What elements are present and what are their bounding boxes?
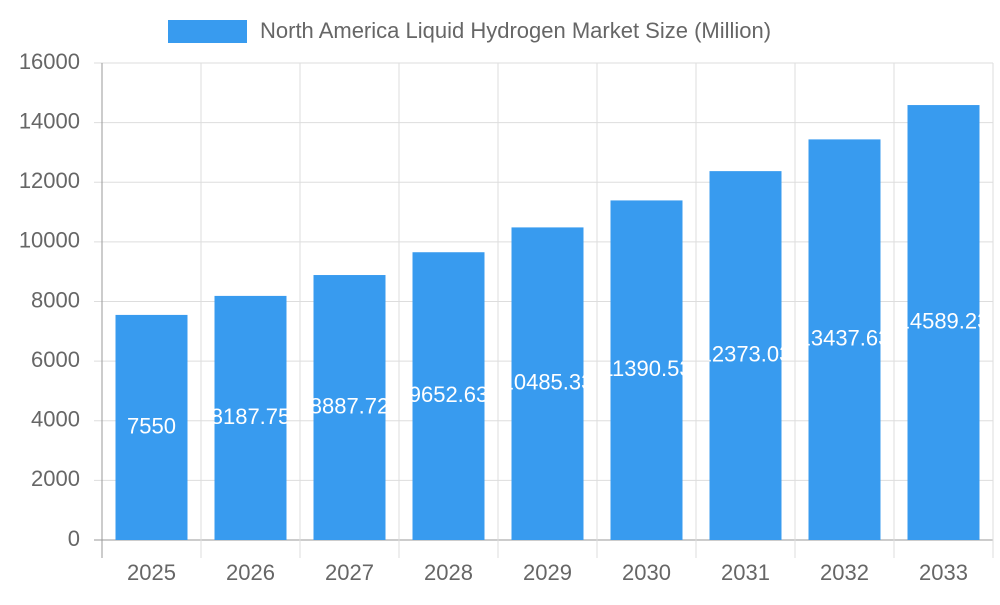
value-label: 12373.03	[700, 341, 792, 366]
bar	[214, 295, 287, 540]
x-tick-label: 2026	[226, 560, 275, 585]
y-tick-label: 14000	[19, 108, 80, 133]
value-label: 11390.53	[601, 356, 691, 381]
x-tick-label: 2032	[820, 560, 869, 585]
x-tick-label: 2029	[523, 560, 572, 585]
value-label: 9652.63	[409, 382, 489, 407]
value-label: 10485.33	[502, 370, 594, 395]
bar	[907, 105, 980, 540]
legend-swatch	[168, 20, 247, 43]
y-tick-label: 4000	[31, 407, 80, 432]
y-tick-label: 6000	[31, 347, 80, 372]
x-tick-label: 2027	[325, 560, 374, 585]
value-label: 14589.23	[898, 308, 990, 333]
y-tick-label: 0	[68, 526, 80, 551]
bar	[709, 171, 782, 541]
bar	[511, 227, 584, 540]
bar	[808, 139, 881, 540]
bar	[610, 200, 683, 540]
bar	[313, 275, 386, 540]
x-tick-label: 2031	[721, 560, 770, 585]
x-tick-label: 2030	[622, 560, 671, 585]
y-tick-label: 10000	[19, 228, 80, 253]
y-tick-label: 2000	[31, 466, 80, 491]
x-tick-label: 2028	[424, 560, 473, 585]
x-tick-label: 2033	[919, 560, 968, 585]
y-tick-label: 16000	[19, 49, 80, 74]
value-label: 13437.63	[799, 326, 891, 351]
value-label: 8187.75	[211, 404, 291, 429]
value-label: 7550	[127, 413, 176, 438]
bar	[412, 252, 485, 541]
legend-label: North America Liquid Hydrogen Market Siz…	[260, 18, 771, 43]
y-tick-label: 12000	[19, 168, 80, 193]
value-label: 8887.72	[310, 393, 390, 418]
x-tick-label: 2025	[127, 560, 176, 585]
y-tick-label: 8000	[31, 287, 80, 312]
bar	[115, 314, 188, 540]
